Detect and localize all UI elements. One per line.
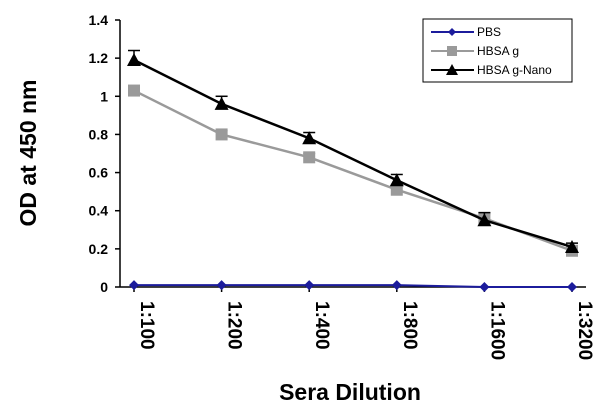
data-point bbox=[216, 280, 227, 291]
x-axis-title: Sera Dilution bbox=[279, 379, 421, 405]
x-tick-label: 1:400 bbox=[311, 301, 332, 350]
x-tick-label: 1:800 bbox=[399, 301, 420, 350]
data-point bbox=[129, 280, 139, 291]
data-point bbox=[303, 151, 316, 164]
legend-marker bbox=[446, 64, 458, 75]
x-tick-label: 1:100 bbox=[136, 301, 157, 350]
x-tick-label: 1:200 bbox=[224, 301, 245, 350]
y-tick-label: 1 bbox=[100, 88, 108, 104]
y-tick-label: 0.8 bbox=[89, 126, 109, 142]
x-tick-label: 1:1600 bbox=[486, 301, 507, 360]
series-hbsa-g bbox=[128, 84, 578, 257]
series-line bbox=[133, 58, 573, 249]
y-axis-title: OD at 450 nm bbox=[15, 80, 41, 227]
legend-label: PBS bbox=[477, 25, 501, 39]
data-point bbox=[390, 183, 403, 196]
y-tick-label: 0.2 bbox=[89, 241, 109, 257]
series-layer bbox=[127, 49, 579, 292]
legend-marker bbox=[447, 46, 457, 56]
legend-marker bbox=[448, 28, 456, 36]
data-point bbox=[391, 280, 402, 291]
y-ticks: 0 0.2 0.4 0.6 0.8 1 1.2 1.4 bbox=[89, 12, 120, 295]
series-line bbox=[134, 284, 572, 288]
legend-item-pbs: PBS bbox=[431, 25, 501, 39]
y-tick-label: 0.4 bbox=[89, 203, 109, 219]
data-point bbox=[214, 96, 229, 110]
data-point bbox=[304, 280, 315, 291]
y-tick-label: 0.6 bbox=[89, 165, 109, 181]
data-point bbox=[302, 131, 317, 145]
legend-item-hbsa-g: HBSA g bbox=[431, 44, 519, 58]
series-pbs bbox=[129, 280, 577, 292]
legend: PBS HBSA g HBSA g-Nano bbox=[422, 18, 573, 83]
legend-item-hbsa-g-nano: HBSA g-Nano bbox=[431, 63, 552, 77]
x-tick-label: 1:3200 bbox=[574, 301, 595, 360]
legend-label: HBSA g-Nano bbox=[477, 63, 552, 77]
data-point bbox=[215, 128, 228, 141]
data-point bbox=[477, 213, 492, 227]
data-point bbox=[389, 173, 404, 187]
series-hbsa-g-nano bbox=[127, 49, 579, 253]
y-tick-label: 0 bbox=[100, 279, 108, 295]
x-ticks: 1:100 1:200 1:400 1:800 1:1600 1:3200 bbox=[133, 287, 595, 360]
data-point bbox=[565, 239, 579, 253]
data-point bbox=[128, 84, 140, 97]
legend-label: HBSA g bbox=[477, 44, 519, 58]
data-point bbox=[127, 53, 141, 67]
y-tick-label: 1.2 bbox=[89, 50, 109, 66]
data-point bbox=[479, 282, 490, 292]
data-point bbox=[567, 282, 577, 292]
y-tick-label: 1.4 bbox=[89, 12, 109, 28]
